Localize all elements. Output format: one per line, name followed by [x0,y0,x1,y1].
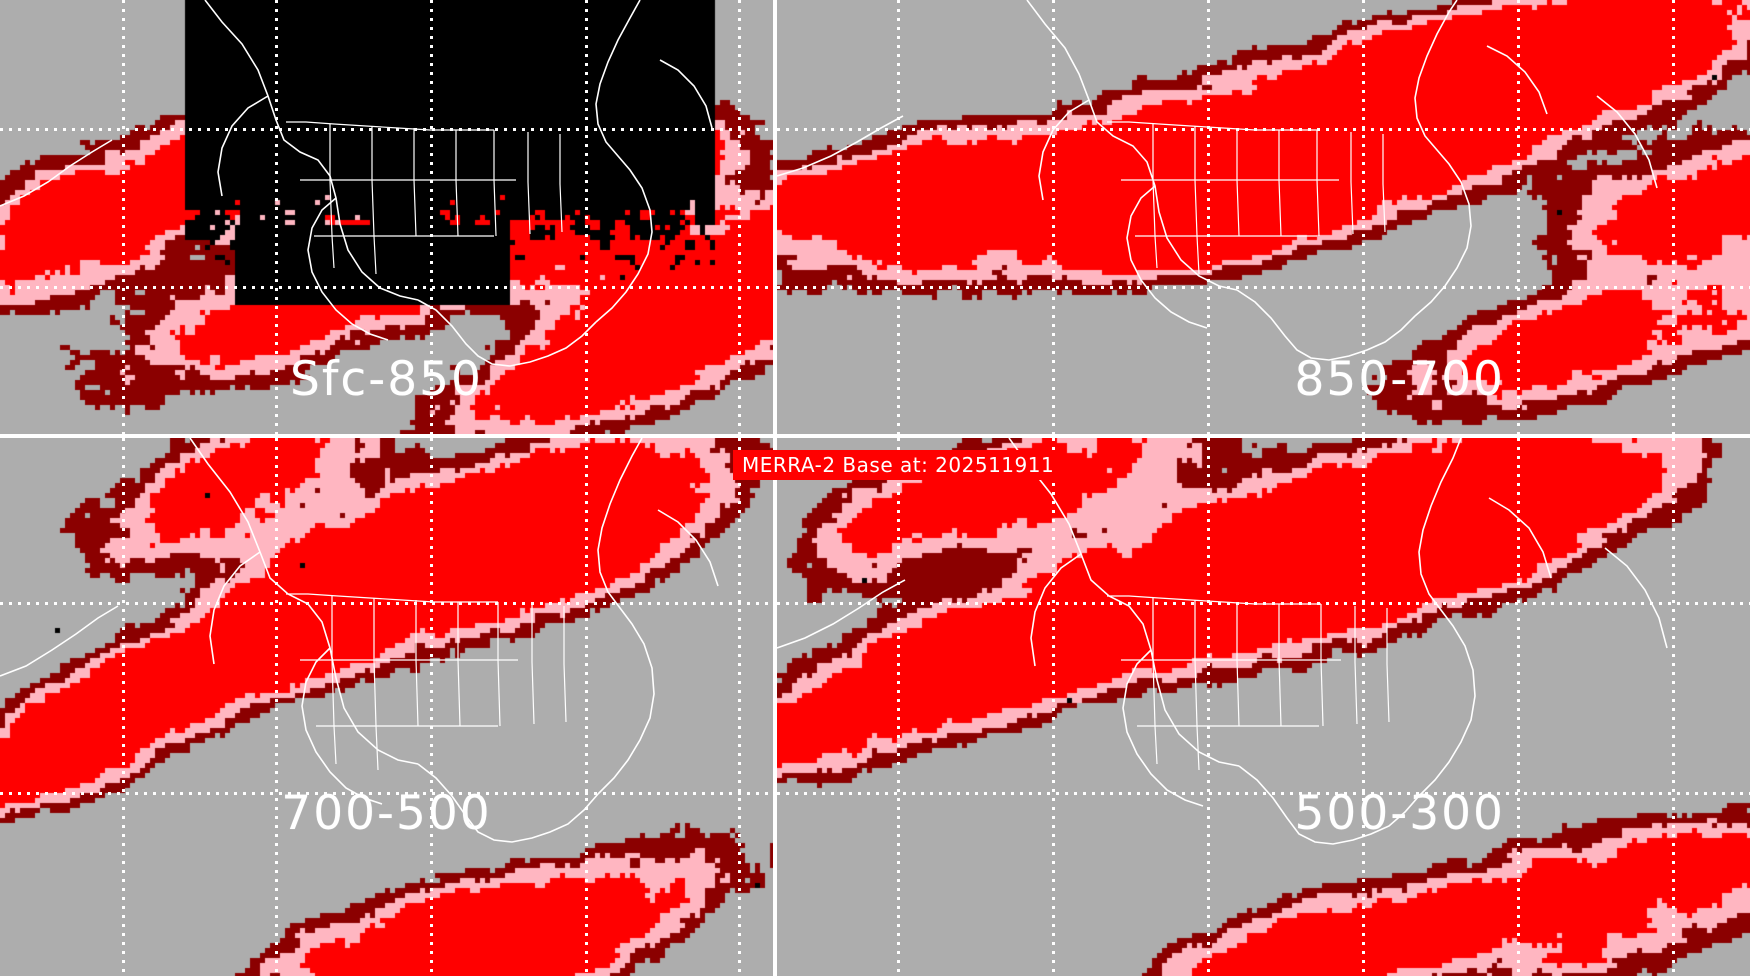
aerosol-field-700-500 [0,438,773,976]
panel-700-500[interactable]: 700-500 [0,438,773,976]
aerosol-field-sfc-850 [0,0,773,434]
coastline-overlay [0,438,719,843]
coastline-overlay [777,438,1668,845]
aerosol-field-500-300 [777,438,1750,976]
panel-850-700[interactable]: 850-700 [777,0,1750,434]
panel-column-divider [773,0,777,976]
coastline-overlay [777,0,1658,361]
panel-label-700-500: 700-500 [281,786,492,841]
panel-label-sfc-850: Sfc-850 [290,352,483,407]
panel-label-500-300: 500-300 [1294,786,1505,841]
coastline-overlay [0,0,713,367]
panel-label-850-700: 850-700 [1294,352,1505,407]
panel-500-300[interactable]: 500-300 [777,438,1750,976]
panel-row-divider [0,434,1750,438]
panel-sfc-850[interactable]: Sfc-850 [0,0,773,434]
aerosol-field-850-700 [777,0,1750,434]
model-base-time-banner: MERRA-2 Base at: 202511911 [733,450,1064,480]
